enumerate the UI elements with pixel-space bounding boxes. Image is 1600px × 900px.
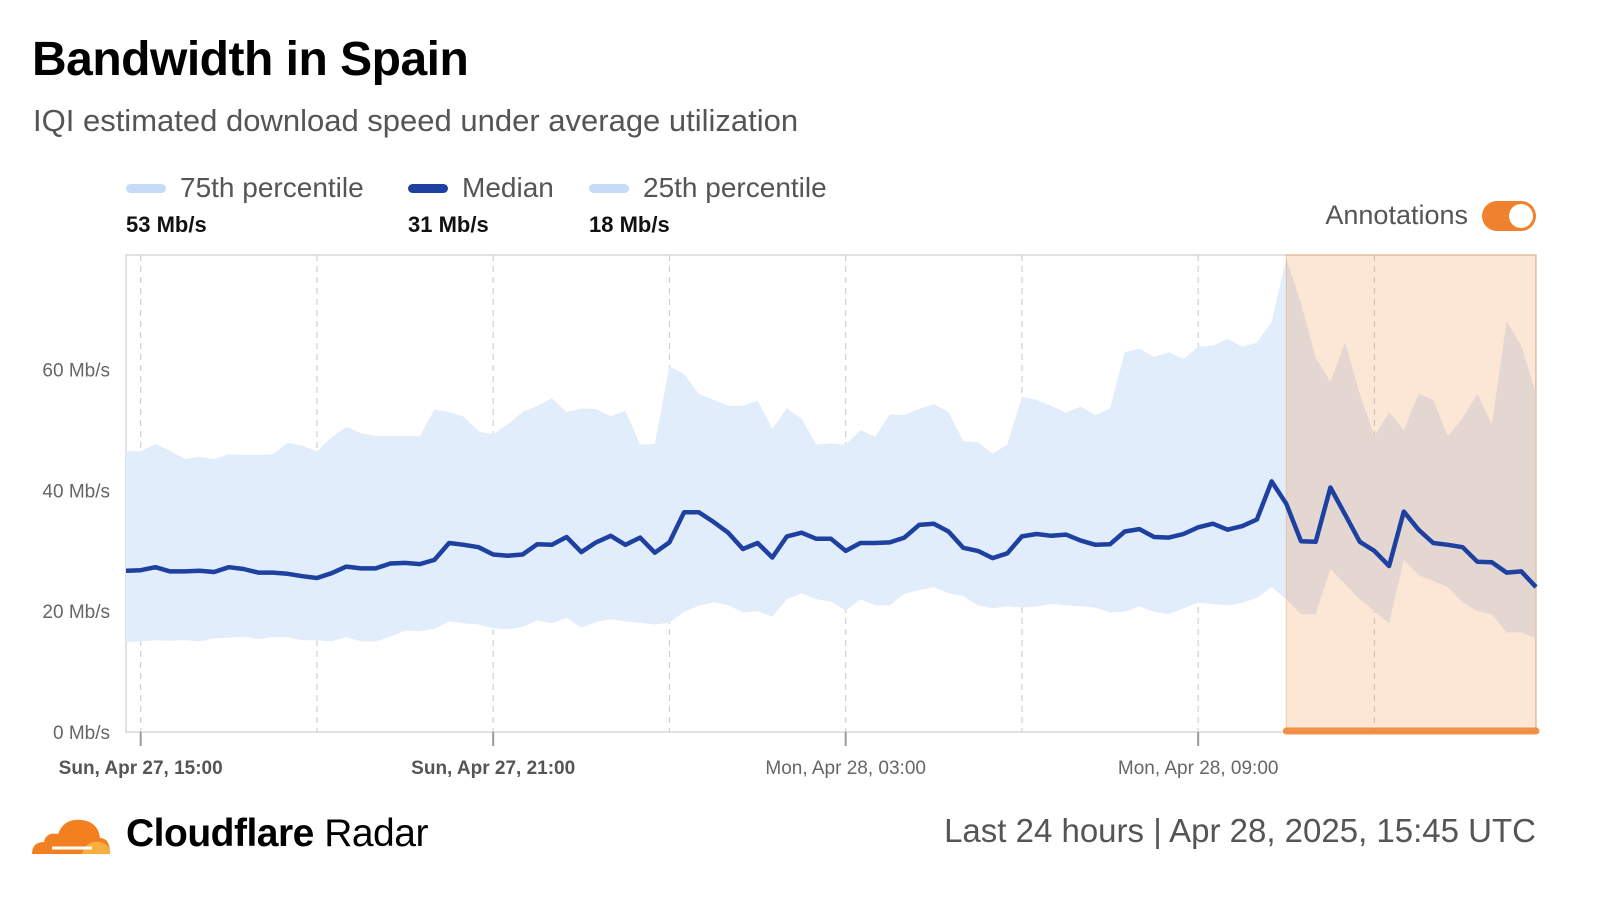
y-tick-label: 40 Mb/s bbox=[42, 481, 110, 502]
cloudflare-logo[interactable]: Cloudflare Radar bbox=[30, 812, 428, 856]
legend-swatch-25th bbox=[589, 183, 629, 193]
y-tick-label: 0 Mb/s bbox=[53, 723, 110, 744]
annotations-toggle[interactable] bbox=[1482, 200, 1536, 231]
chart-subtitle: IQI estimated download speed under avera… bbox=[33, 103, 799, 138]
cloudflare-cloud-icon bbox=[32, 819, 110, 854]
legend-value-25th: 18 Mb/s bbox=[589, 212, 670, 237]
legend-label-median: Median bbox=[462, 172, 554, 203]
legend-item-75th-percentile[interactable]: 75th percentile 53 Mb/s bbox=[126, 172, 364, 238]
x-tick-label: Sun, Apr 27, 21:00 bbox=[411, 758, 575, 779]
brand-bold: Cloudflare bbox=[126, 812, 314, 855]
legend-label-75th: 75th percentile bbox=[180, 172, 364, 203]
legend-value-75th: 53 Mb/s bbox=[126, 212, 207, 237]
annotations-control: Annotations bbox=[1325, 200, 1536, 231]
annotations-label: Annotations bbox=[1325, 200, 1468, 230]
y-tick-label: 60 Mb/s bbox=[42, 361, 110, 382]
chart-title: Bandwidth in Spain bbox=[32, 33, 469, 86]
time-range-label: Last 24 hours | Apr 28, 2025, 15:45 UTC bbox=[944, 812, 1536, 849]
legend-item-25th-percentile[interactable]: 25th percentile 18 Mb/s bbox=[589, 172, 827, 238]
bandwidth-chart: 0 Mb/s 20 Mb/s 40 Mb/s 60 Mb/s Sun, Apr 27, … bbox=[42, 254, 1540, 779]
x-tick-label: Sun, Apr 27, 15:00 bbox=[59, 758, 223, 779]
median-line bbox=[125, 479, 1538, 589]
legend: 75th percentile 53 Mb/s Median 31 Mb/s 2… bbox=[0, 172, 900, 242]
x-tick-label: Mon, Apr 28, 09:00 bbox=[1118, 758, 1279, 779]
y-tick-label: 20 Mb/s bbox=[42, 602, 110, 623]
toggle-knob bbox=[1509, 203, 1533, 228]
legend-item-median[interactable]: Median 31 Mb/s bbox=[408, 172, 554, 238]
legend-swatch-75th bbox=[126, 183, 166, 193]
x-tick-label: Mon, Apr 28, 03:00 bbox=[765, 758, 926, 779]
legend-swatch-median bbox=[408, 183, 448, 193]
legend-value-median: 31 Mb/s bbox=[408, 212, 489, 237]
brand-regular: Radar bbox=[324, 812, 428, 855]
legend-label-25th: 25th percentile bbox=[643, 172, 827, 203]
annotation-region bbox=[1285, 254, 1537, 733]
